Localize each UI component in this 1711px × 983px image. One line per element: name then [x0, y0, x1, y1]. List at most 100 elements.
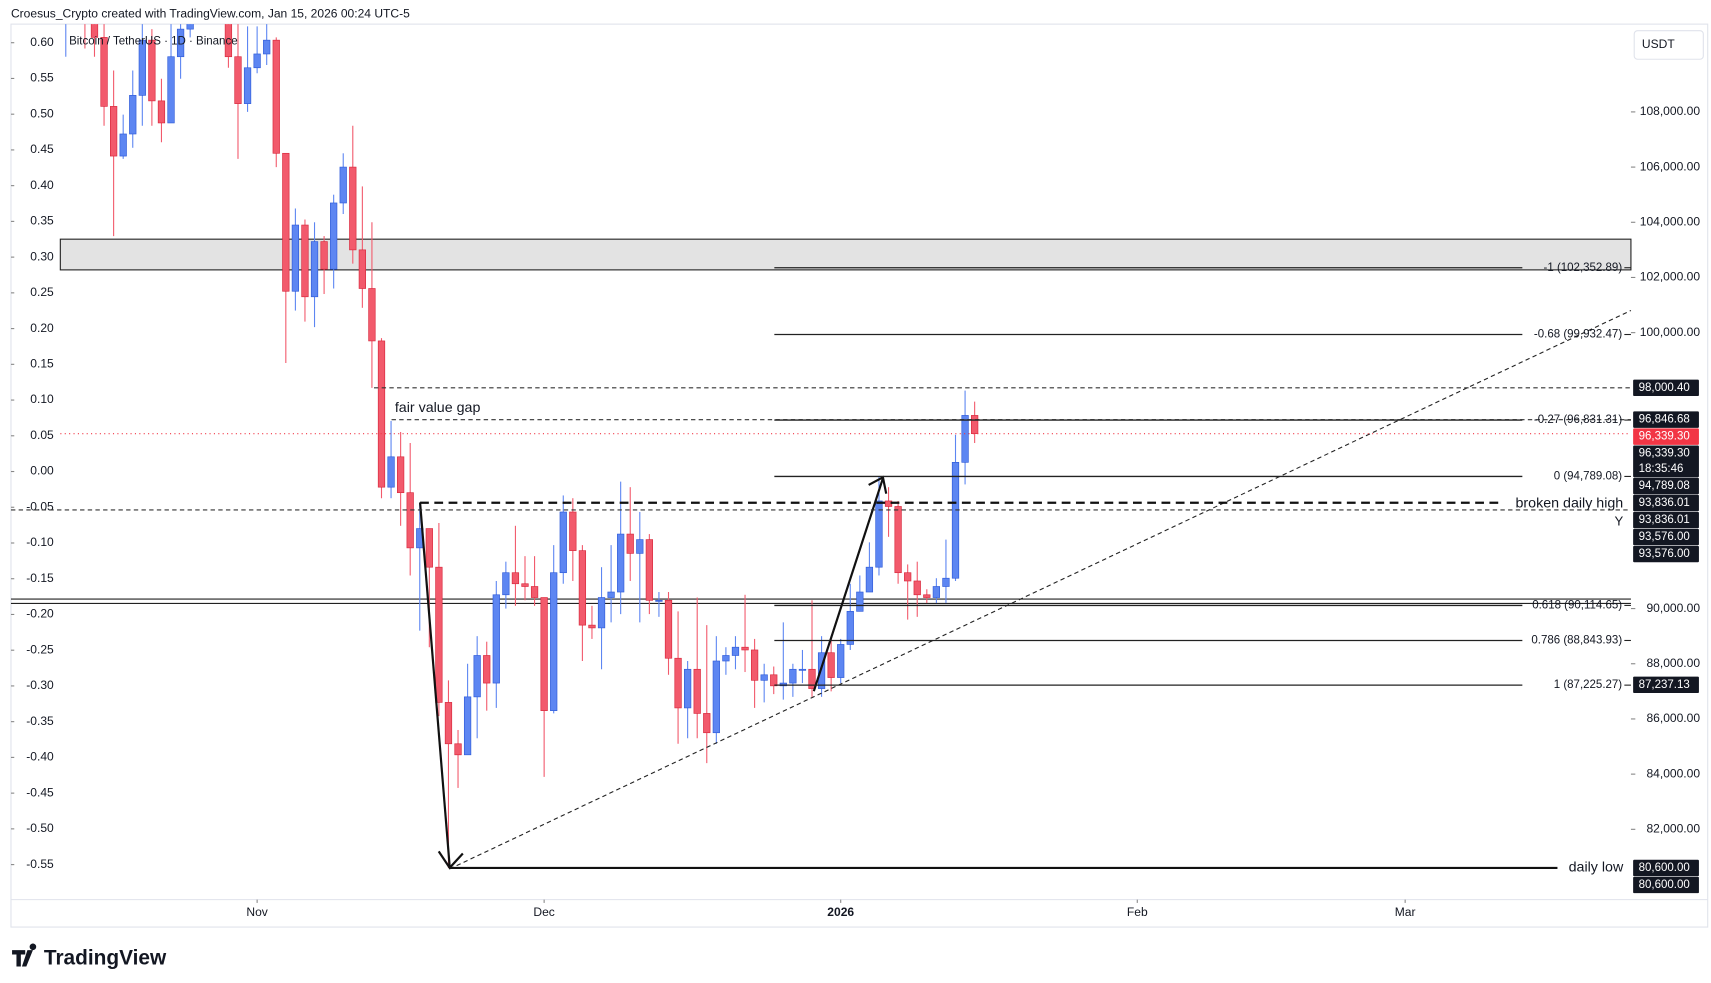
- candle-body: [808, 668, 816, 689]
- price-label: 96,339.30: [1639, 431, 1690, 443]
- y2-tick-label: 0.10: [30, 392, 54, 406]
- candle-body: [550, 572, 558, 711]
- price-label-box: [1633, 494, 1699, 512]
- y2-tick-label: -0.20: [26, 607, 54, 621]
- candle-body: [530, 586, 539, 598]
- candle-body: [483, 655, 491, 684]
- candle-body: [664, 599, 673, 659]
- y2-tick-label: -0.50: [26, 821, 54, 835]
- candle-body: [961, 415, 969, 463]
- candle-body: [684, 668, 692, 709]
- x-tick-label: 2026: [827, 905, 854, 919]
- candle-body: [951, 462, 960, 579]
- y2-tick-label: -0.30: [26, 678, 54, 692]
- y2-tick-label: -0.40: [26, 750, 54, 764]
- annotation: Y: [1614, 514, 1623, 529]
- candle-body: [932, 586, 940, 598]
- candle-body: [731, 646, 740, 656]
- candle-body: [253, 53, 261, 69]
- y2-tick-label: -0.35: [26, 714, 54, 728]
- candle-body: [894, 506, 902, 574]
- logo-text: TradingView: [44, 946, 167, 969]
- candle-body: [626, 533, 634, 554]
- trendline: [449, 309, 1632, 870]
- candle-body: [463, 696, 472, 756]
- price-label: 87,237.13: [1639, 679, 1690, 691]
- price-label-box: [1633, 676, 1699, 694]
- arrow-head: [437, 850, 464, 870]
- candle-body: [511, 572, 520, 585]
- candle-body: [760, 674, 768, 681]
- y-tick-label: 90,000.00: [1646, 601, 1700, 615]
- y-tick-label: 106,000.00: [1640, 159, 1701, 173]
- candle-body: [569, 511, 577, 551]
- candle-body: [138, 39, 146, 96]
- candle-body: [330, 202, 338, 270]
- candle-body: [923, 594, 931, 598]
- candle-body: [454, 743, 462, 756]
- price-label: 93,836.01: [1639, 514, 1690, 526]
- y2-tick-label: 0.45: [30, 142, 54, 156]
- candle-body: [119, 133, 127, 157]
- price-label: 80,600.00: [1639, 862, 1690, 874]
- y-tick-label: 104,000.00: [1640, 214, 1701, 228]
- frame: [10, 23, 1709, 928]
- candle-body: [282, 152, 290, 292]
- price-label-box: [1633, 545, 1699, 563]
- candle-body: [789, 668, 797, 684]
- currency-button[interactable]: [1633, 30, 1704, 60]
- countdown: 18:35:46: [1639, 463, 1684, 475]
- candle-body: [502, 572, 510, 596]
- price-label-box: [1633, 511, 1699, 529]
- y2-tick-label: -0.15: [26, 571, 54, 585]
- candle-body: [129, 95, 137, 135]
- candle-body: [224, 24, 233, 58]
- y2-tick-label: 0.30: [30, 249, 54, 263]
- price-label-box: [1633, 411, 1699, 428]
- candle-body: [913, 580, 921, 596]
- arrow: [418, 502, 451, 867]
- candle-body: [750, 649, 759, 681]
- candle-body: [540, 597, 548, 711]
- candle-body: [406, 492, 414, 549]
- candle-body: [492, 594, 500, 684]
- candle-body: [674, 657, 682, 709]
- candle-body: [559, 511, 567, 574]
- fib-label: -0.68 (99,932.47): [1534, 329, 1622, 341]
- candle-body: [865, 566, 874, 593]
- candle-body: [942, 577, 950, 587]
- candle-body: [617, 533, 625, 593]
- candle-body: [636, 539, 644, 554]
- fib-label: 0.786 (88,843.93): [1531, 635, 1622, 647]
- candle-body: [837, 644, 845, 678]
- x-tick-label: Dec: [533, 905, 554, 919]
- candle-body: [301, 224, 309, 298]
- candle-body: [722, 655, 730, 662]
- candle-body: [243, 67, 252, 104]
- price-label-box: [1633, 428, 1699, 445]
- currency[interactable]: USDT: [1642, 37, 1675, 51]
- y-tick-label: 102,000.00: [1640, 270, 1701, 284]
- y2-tick-label: 0.00: [30, 464, 54, 478]
- y2-tick-label: 0.40: [30, 178, 54, 192]
- arrow-head: [868, 475, 888, 494]
- candle-body: [779, 682, 787, 687]
- candle-body: [167, 56, 175, 124]
- y2-tick-label: 0.60: [30, 35, 54, 49]
- candle-body: [349, 166, 357, 251]
- arrow: [812, 477, 884, 692]
- y2-tick-label: -0.25: [26, 642, 54, 656]
- candle-body: [798, 668, 807, 671]
- candle-body: [597, 597, 606, 629]
- price-label-box: [1633, 528, 1699, 546]
- candle-body: [397, 456, 405, 494]
- price-label-box: [1633, 477, 1699, 495]
- y2-tick-label: -0.05: [26, 499, 54, 513]
- candle-body: [387, 456, 395, 488]
- y-tick-label: 86,000.00: [1646, 711, 1700, 725]
- price-label-box: [1633, 876, 1699, 894]
- candle-body: [358, 249, 366, 289]
- candle-body: [607, 591, 615, 598]
- price-label-box: [1633, 445, 1699, 478]
